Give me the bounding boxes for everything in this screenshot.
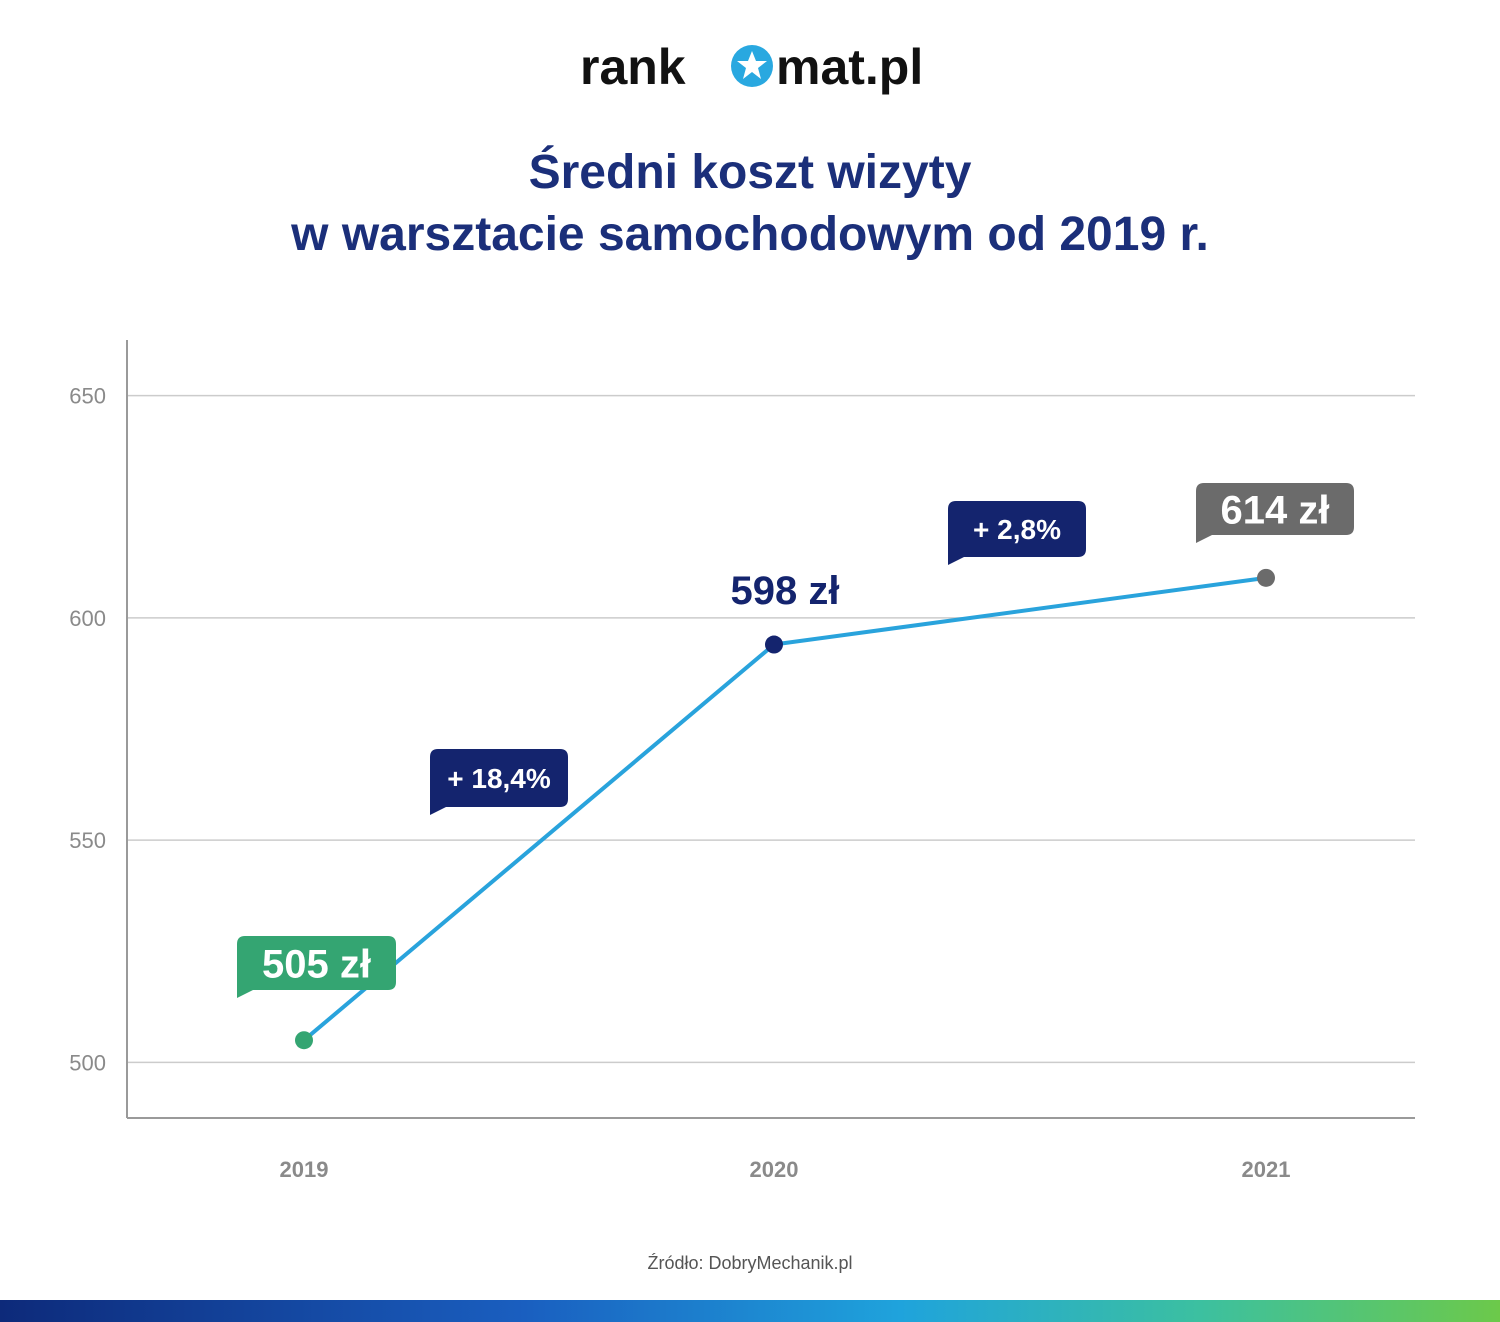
logo-star-icon [731, 45, 773, 87]
change-label-2019-2020-bubble [430, 749, 568, 815]
bottom-gradient-bar [0, 1300, 1500, 1322]
data-label-2021: 614 zł [1221, 488, 1330, 532]
change-label-2020-2021-bubble [948, 501, 1086, 565]
y-tick-label: 500 [69, 1050, 106, 1075]
source-note: Źródło: DobryMechanik.pl [647, 1253, 853, 1273]
chart-title-line-2: w warsztacie samochodowym od 2019 r. [291, 208, 1209, 261]
y-tick-label: 550 [69, 828, 106, 853]
brand-logo: rank mat.pl [0, 36, 1500, 101]
x-tick-label: 2021 [1242, 1157, 1291, 1182]
change-label-2020-2021: + 2,8% [973, 514, 1061, 545]
rankomat-logo: rank mat.pl [580, 39, 923, 95]
data-label-2021-bubble [1196, 483, 1354, 543]
x-tick-label: 2020 [750, 1157, 799, 1182]
change-label-2019-2020: + 18,4% [447, 763, 551, 794]
data-point-2019 [295, 1031, 313, 1050]
y-tick-label: 650 [69, 384, 106, 409]
logo-text-right: mat.pl [776, 39, 920, 95]
data-label-2020: 598 zł [731, 569, 840, 613]
x-tick-label: 2019 [280, 1157, 329, 1182]
chart-title-line-1: Średni koszt wizyty [528, 146, 972, 199]
y-tick-label: 600 [69, 606, 106, 631]
chart-title: Średni koszt wizyty w warsztacie samocho… [0, 142, 1500, 266]
series-line [302, 575, 1267, 1042]
data-label-2019: 505 zł [262, 942, 371, 986]
data-point-2020 [765, 635, 783, 654]
logo-text-left: rank [580, 39, 686, 95]
data-point-2021 [1257, 568, 1275, 587]
data-label-2019-bubble [237, 936, 396, 998]
